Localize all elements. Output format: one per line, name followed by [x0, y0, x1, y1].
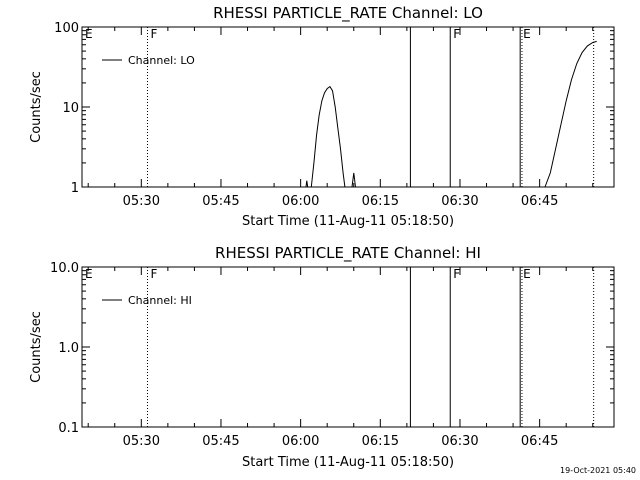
series-line — [310, 85, 346, 188]
plot-frame — [81, 26, 615, 188]
y-tick-label: 1.0 — [58, 341, 79, 356]
x-tick-label: 05:45 — [202, 434, 239, 449]
y-axis-label: Counts/sec — [29, 311, 44, 383]
event-marker-label: F — [453, 27, 460, 41]
chart-panel: RHESSI PARTICLE_RATE Channel: HI 0.1 1.0 10… — [29, 244, 615, 470]
x-tick-label: 06:00 — [282, 194, 319, 209]
event-marker-label: F — [453, 267, 460, 281]
y-tick-label: 1 — [71, 181, 79, 196]
chart-title: RHESSI PARTICLE_RATE Channel: LO — [213, 4, 483, 23]
event-marker-label: E — [85, 27, 93, 41]
timestamp-stamp: 19-Oct-2021 05:40 — [560, 466, 636, 475]
x-axis-label: Start Time (11-Aug-11 05:18:50) — [242, 455, 454, 470]
event-marker-label: F — [151, 267, 158, 281]
x-tick-label: 05:30 — [123, 434, 160, 449]
series-line — [351, 172, 356, 188]
chart-title: RHESSI PARTICLE_RATE Channel: HI — [215, 244, 481, 263]
x-tick-label: 05:45 — [202, 194, 239, 209]
series-line — [544, 40, 597, 188]
event-marker-label: E — [523, 27, 531, 41]
legend-label: Channel: HI — [128, 294, 192, 307]
event-marker-label: F — [151, 27, 158, 41]
x-tick-label: 05:30 — [123, 194, 160, 209]
y-axis-label: Counts/sec — [29, 71, 44, 143]
x-tick-label: 06:15 — [362, 194, 399, 209]
y-tick-label: 100 — [54, 21, 79, 36]
x-tick-label: 06:15 — [362, 434, 399, 449]
y-tick-label: 10 — [62, 101, 79, 116]
chart-panel: RHESSI PARTICLE_RATE Channel: LO 1 10 100 05… — [29, 4, 615, 229]
event-marker-label: E — [523, 267, 531, 281]
x-tick-label: 06:30 — [441, 434, 478, 449]
x-tick-label: 06:45 — [521, 434, 558, 449]
x-axis-label: Start Time (11-Aug-11 05:18:50) — [242, 214, 454, 229]
event-marker-label: E — [85, 267, 93, 281]
x-tick-label: 06:00 — [282, 434, 319, 449]
y-tick-label: 10.0 — [50, 261, 79, 276]
series-line — [305, 180, 309, 188]
plot-frame — [81, 266, 615, 428]
x-tick-label: 06:30 — [441, 194, 478, 209]
y-tick-label: 0.1 — [58, 421, 79, 436]
legend-label: Channel: LO — [128, 54, 195, 67]
x-tick-label: 06:45 — [521, 194, 558, 209]
